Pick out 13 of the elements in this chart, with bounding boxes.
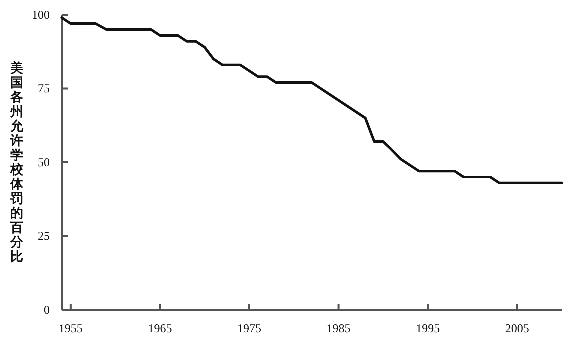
- y-tick-label: 50: [38, 155, 50, 170]
- text: 美国各州允许学校体罚的百分比: [10, 61, 24, 265]
- x-tick-label: 1965: [148, 322, 172, 336]
- x-tick-label: 2005: [505, 322, 530, 336]
- x-tick-label: 1995: [416, 322, 440, 336]
- y-tick-label: 100: [32, 8, 50, 22]
- x-tick-label: 1955: [58, 322, 83, 336]
- y-tick-label: 75: [38, 82, 50, 96]
- x-tick-label: 1985: [326, 322, 351, 336]
- line-series: [60, 16, 564, 184]
- y-tick-label: 25: [38, 229, 50, 244]
- x-tick-label: 1975: [238, 322, 262, 336]
- y-tick-label: 0: [44, 302, 50, 317]
